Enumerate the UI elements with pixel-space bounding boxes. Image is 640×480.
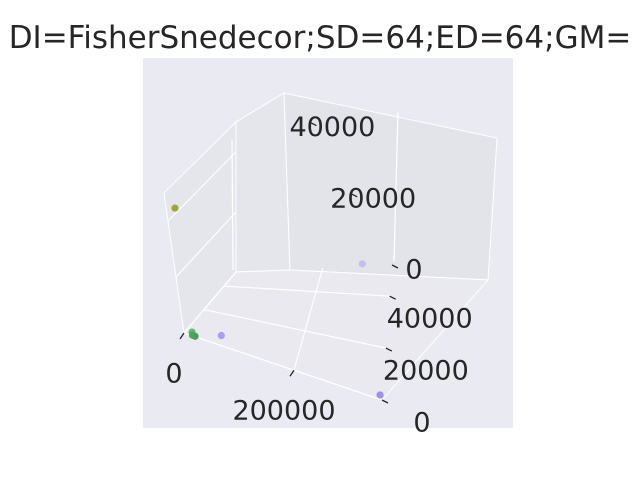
z-gridline-left xyxy=(175,211,237,278)
data-point xyxy=(217,331,225,340)
z-tick-label: 40000 xyxy=(289,112,375,143)
x-gridline xyxy=(293,267,324,371)
z-gridline-left xyxy=(183,271,237,334)
chart-title: DI=FisherSnedecor;SD=64;ED=64;GM= xyxy=(8,20,632,56)
tick-mark xyxy=(179,332,185,340)
z-tick-label: 20000 xyxy=(330,183,416,214)
y-tick-label: 20000 xyxy=(383,356,469,387)
y-gridline xyxy=(203,308,386,349)
tick-mark xyxy=(381,399,389,404)
z-gridline-right xyxy=(393,111,399,263)
data-point xyxy=(171,204,179,212)
z-gridline-left xyxy=(167,151,237,222)
y-gridline xyxy=(223,285,390,297)
z-tick-label: 0 xyxy=(405,255,422,286)
x-tick-label: 200000 xyxy=(232,396,335,427)
x-tick-label: 0 xyxy=(165,359,182,390)
y-gridline xyxy=(183,332,383,401)
tick-mark xyxy=(310,122,317,127)
data-point xyxy=(358,260,366,268)
data-point xyxy=(188,331,197,339)
tick-mark xyxy=(389,295,396,300)
back-pane xyxy=(235,92,291,273)
tick-mark xyxy=(391,264,399,269)
tick-mark xyxy=(385,347,393,352)
y-tick-label: 40000 xyxy=(387,304,473,335)
data-point xyxy=(376,391,384,399)
z-gridline-back xyxy=(231,139,234,271)
tick-mark xyxy=(350,193,358,198)
y-tick-label: 0 xyxy=(413,408,430,439)
tick-mark xyxy=(289,369,295,377)
